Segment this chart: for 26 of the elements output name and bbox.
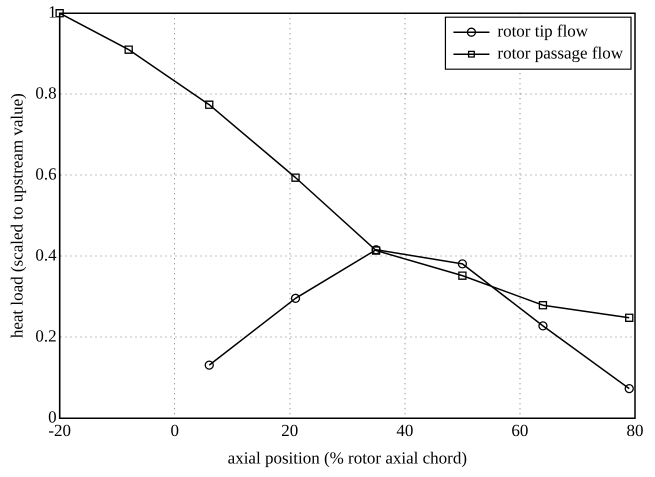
point [291, 173, 300, 182]
legend-label: rotor passage flow [497, 44, 624, 63]
point [538, 301, 548, 310]
x-tick-label: 80 [626, 420, 644, 440]
point [625, 314, 634, 322]
y-axis-title: heat load (scaled to upstream value) [8, 93, 27, 338]
x-tick-label: 0 [170, 420, 179, 440]
x-tick-label: 20 [281, 420, 298, 440]
point [458, 271, 467, 280]
y-tick-label: 1 [48, 2, 57, 22]
y-tick-label: 0.6 [35, 164, 57, 184]
x-tick-label: 40 [396, 420, 414, 440]
legend-label: rotor tip flow [497, 22, 589, 41]
point [458, 259, 468, 269]
point [290, 294, 300, 303]
point [624, 384, 634, 394]
x-axis-title: axial position (% rotor axial chord) [228, 448, 468, 468]
point [205, 100, 214, 109]
y-tick-label: 0.2 [35, 326, 57, 346]
point [55, 9, 64, 18]
y-tick-label: 0.8 [35, 84, 57, 103]
point [124, 45, 133, 54]
x-tick-label: 60 [511, 420, 528, 440]
point [538, 321, 548, 331]
y-tick-label: 0.4 [35, 246, 58, 265]
point [204, 360, 214, 370]
